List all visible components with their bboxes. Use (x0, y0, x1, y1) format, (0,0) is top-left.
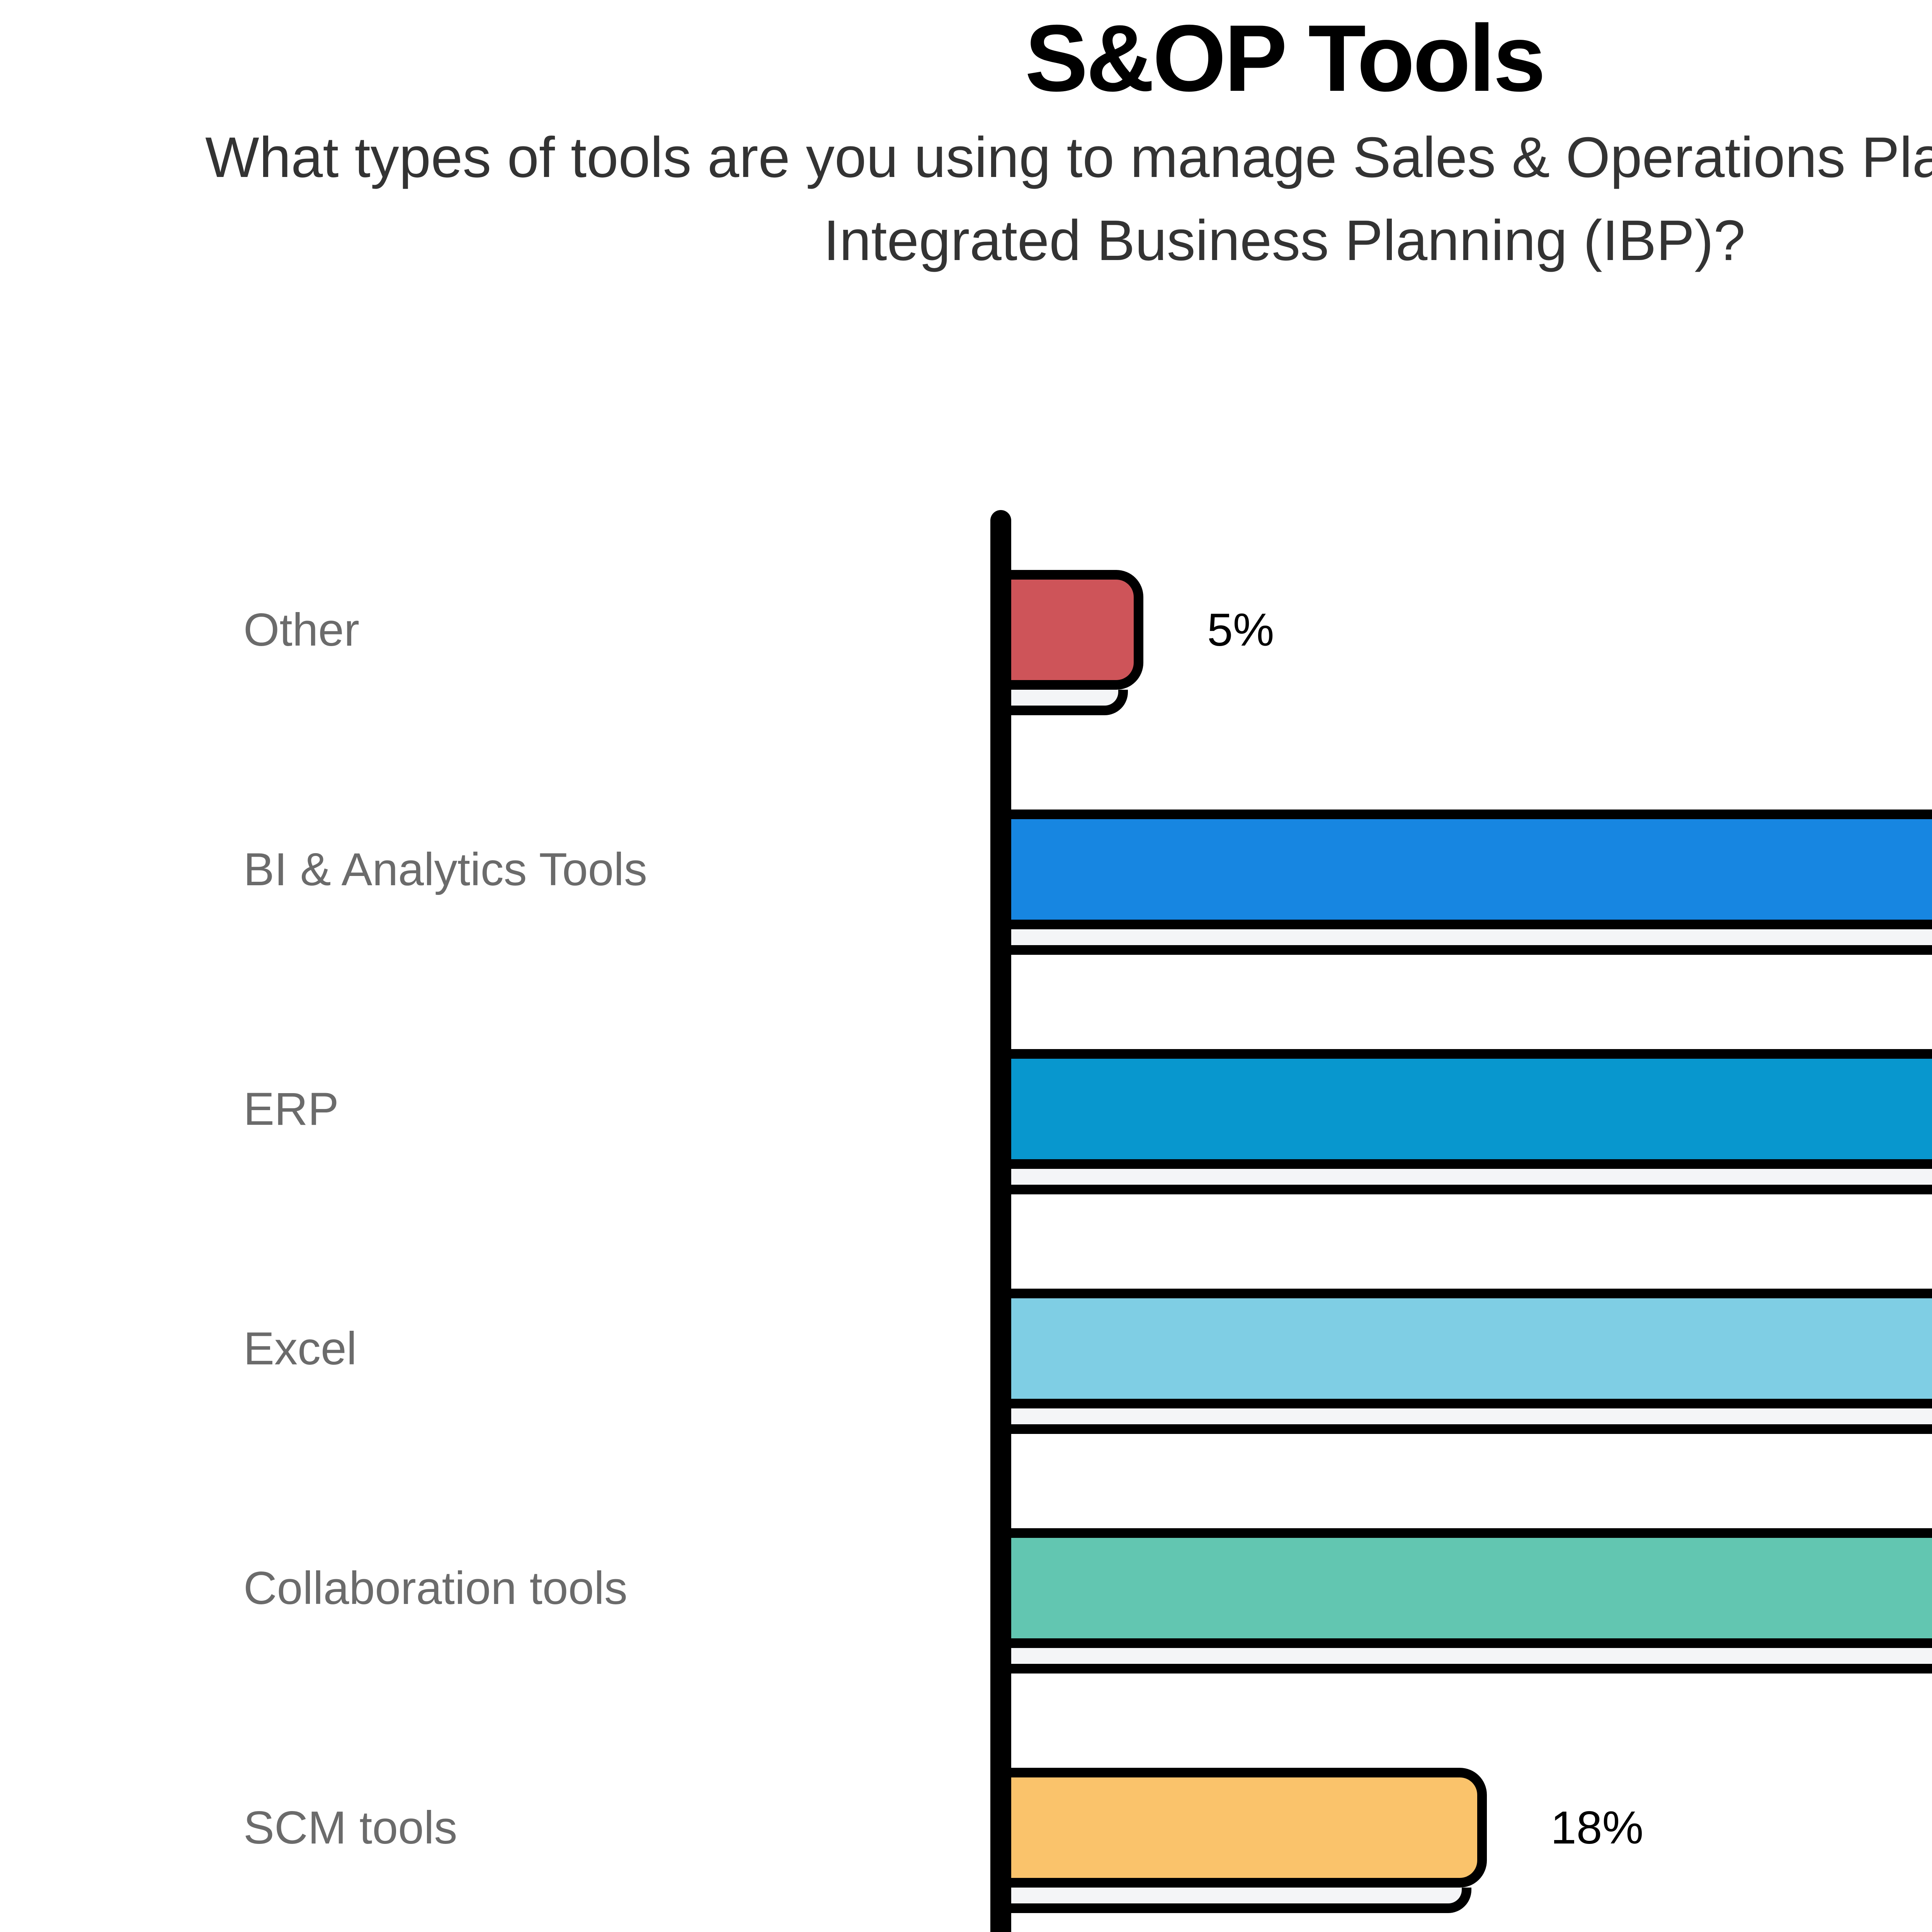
bar-fill (1011, 570, 1143, 690)
value-label: 18% (1551, 1802, 1644, 1854)
bar-bi-analytics-tools: 44% (1011, 810, 1932, 955)
bar-fill (1011, 810, 1932, 929)
category-label: Other (243, 604, 360, 656)
bar-fill (1011, 1289, 1932, 1408)
category-label: BI & Analytics Tools (243, 844, 647, 895)
bar-chart: BI & Analytics Tools 44% ERP 42% Excel 4… (0, 510, 1932, 1932)
category-label: Excel (243, 1323, 357, 1374)
value-label: 5% (1207, 604, 1274, 656)
bar-collaboration-tools: 41% (1011, 1528, 1932, 1673)
chart-row: Other 5% (0, 510, 1932, 750)
bar-other: 5% (1011, 570, 1274, 715)
chart-row: Collaboration tools 41% (0, 1468, 1932, 1708)
bar-fill (1011, 1049, 1932, 1169)
bar-shadow (1011, 929, 1932, 955)
chart-title: S&OP Tools (1025, 5, 1546, 111)
chart-row: SCM tools 18% (0, 1708, 1932, 1932)
bar-excel: 42% (1011, 1289, 1932, 1434)
bar-erp: 42% (1011, 1049, 1932, 1194)
bar-scm-tools: 18% (1011, 1768, 1643, 1913)
category-label: SCM tools (243, 1802, 457, 1854)
bar-fill (1011, 1528, 1932, 1648)
chart-row: ERP 42% (0, 989, 1932, 1229)
bar-shadow (1011, 1648, 1932, 1673)
chart-subtitle: What types of tools are you using to man… (205, 126, 1932, 272)
bar-shadow (1011, 690, 1128, 715)
bar-shadow (1011, 1408, 1932, 1434)
bar-fill (1011, 1768, 1487, 1888)
category-label: Collaboration tools (243, 1562, 628, 1614)
y-axis-line (990, 510, 1011, 1932)
category-label: ERP (243, 1083, 339, 1135)
chart-row: Excel 42% (0, 1229, 1932, 1468)
chart-row: BI & Analytics Tools 44% (0, 750, 1932, 989)
bar-shadow (1011, 1888, 1471, 1913)
bar-shadow (1011, 1169, 1932, 1194)
